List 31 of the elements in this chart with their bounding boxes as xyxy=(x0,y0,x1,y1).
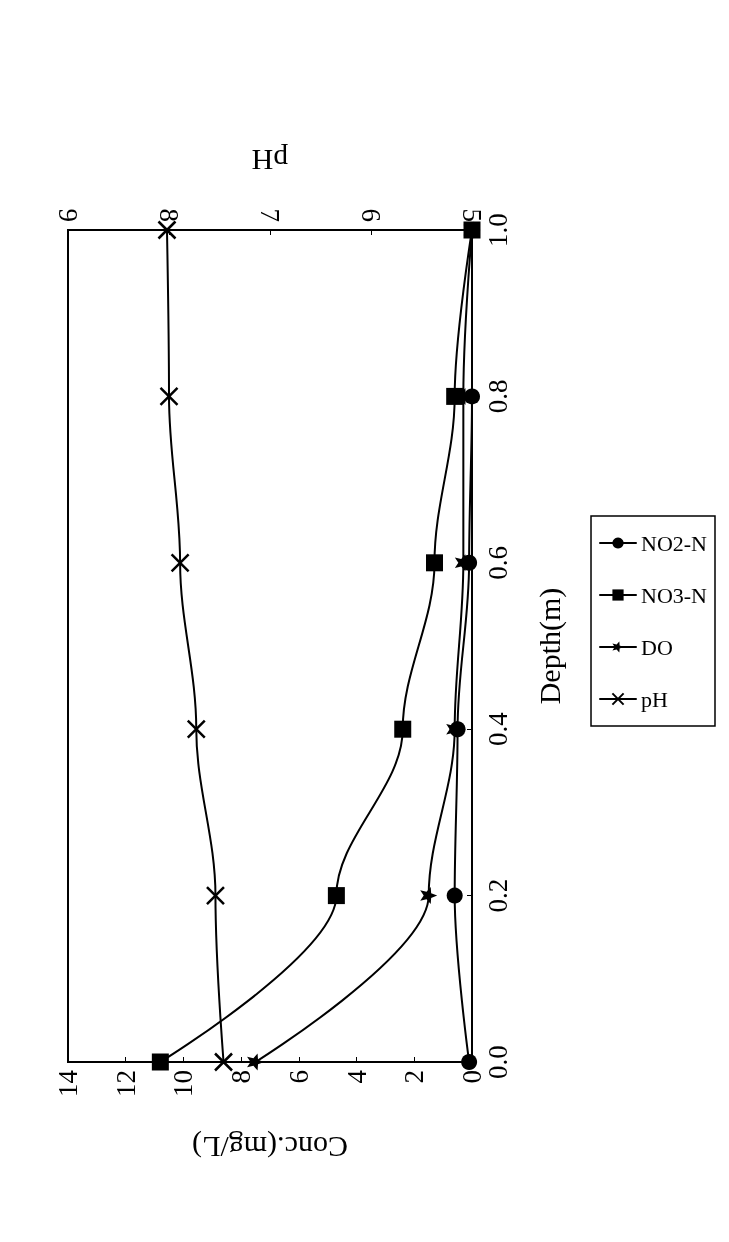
point xyxy=(420,887,438,905)
x-tick-label: 4 xyxy=(341,1069,372,1084)
x2-tick-label: 8 xyxy=(154,208,184,222)
point xyxy=(327,887,345,905)
point xyxy=(464,388,480,405)
x2-tick-label: 6 xyxy=(356,208,386,222)
x2-tick-label: 9 xyxy=(53,208,83,222)
point xyxy=(151,1053,169,1071)
x2-axis-title: pH xyxy=(251,143,289,177)
x-tick-label: 10 xyxy=(168,1070,199,1097)
x-tick-label: 8 xyxy=(226,1070,257,1084)
point xyxy=(446,387,464,405)
legend-label: NO2-N xyxy=(641,530,708,556)
legend-label: DO xyxy=(641,634,673,660)
x-tick-label: 6 xyxy=(283,1070,314,1084)
point xyxy=(446,887,463,904)
y-axis-title: Depth(m) xyxy=(532,587,567,705)
point xyxy=(461,1054,478,1070)
x-tick-label: 2 xyxy=(399,1070,430,1084)
y-tick-label: 0.2 xyxy=(482,878,513,913)
y-tick-label: 0.8 xyxy=(482,379,513,414)
legend-label: NO3-N xyxy=(641,582,708,608)
x-tick-label: 12 xyxy=(110,1070,141,1097)
x2-tick-label: 7 xyxy=(255,208,285,222)
legend-label: pH xyxy=(641,686,669,712)
y-tick-label: 0.6 xyxy=(482,545,513,580)
y-tick-label: 0.4 xyxy=(482,711,513,747)
point xyxy=(394,720,412,738)
x-axis-title: Conc.(mg/L) xyxy=(192,1129,348,1164)
point xyxy=(425,554,443,572)
x-tick-label: 14 xyxy=(53,1069,83,1097)
